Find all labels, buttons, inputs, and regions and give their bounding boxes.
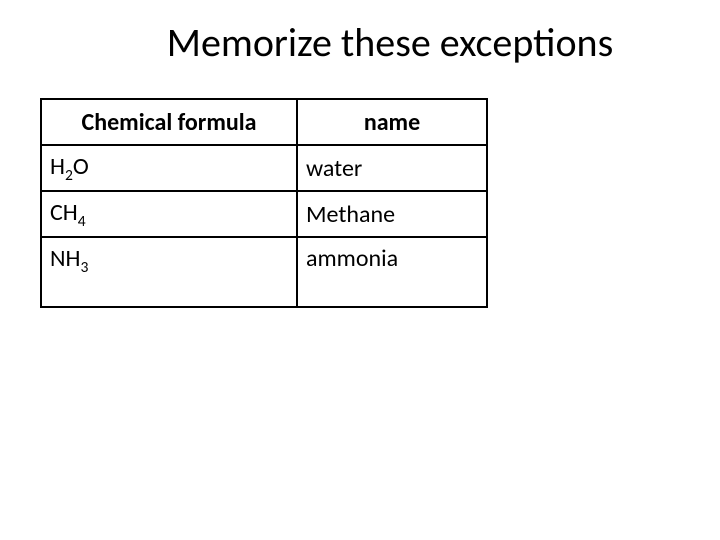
exceptions-table-container: Chemical formula name H2O water CH4 Meth… bbox=[40, 98, 488, 308]
table-header-row: Chemical formula name bbox=[41, 99, 487, 145]
name-cell: water bbox=[297, 145, 487, 191]
table-row: H2O water bbox=[41, 145, 487, 191]
header-formula: Chemical formula bbox=[41, 99, 297, 145]
table-row: CH4 Methane bbox=[41, 191, 487, 237]
formula-cell: H2O bbox=[41, 145, 297, 191]
exceptions-table: Chemical formula name H2O water CH4 Meth… bbox=[40, 98, 488, 308]
page-title: Memorize these exceptions bbox=[0, 18, 720, 67]
name-cell: ammonia bbox=[297, 237, 487, 307]
header-name: name bbox=[297, 99, 487, 145]
table-row: NH3 ammonia bbox=[41, 237, 487, 307]
formula-cell: NH3 bbox=[41, 237, 297, 307]
formula-cell: CH4 bbox=[41, 191, 297, 237]
name-cell: Methane bbox=[297, 191, 487, 237]
